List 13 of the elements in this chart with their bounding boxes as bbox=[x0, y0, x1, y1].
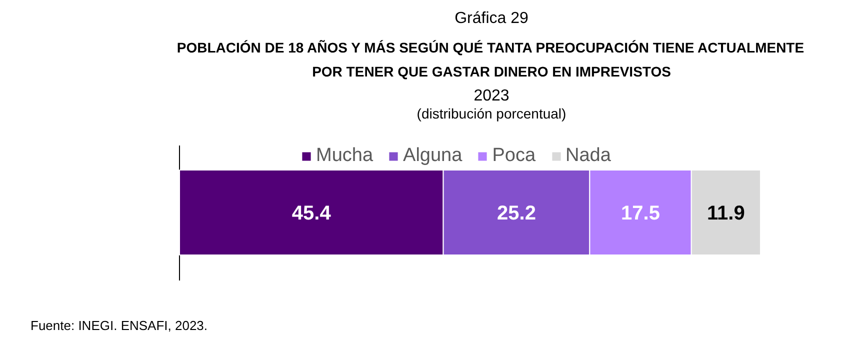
legend-label: Alguna bbox=[403, 145, 462, 167]
chart-title: Gráfica 29 bbox=[454, 10, 529, 27]
data-label: 45.4 bbox=[292, 202, 332, 224]
chart-subtitle: POBLACIÓN DE 18 AÑOS Y MÁS SEGÚN QUÉ TANTA PREOCUPACIÓN TIENE ACTUALMENTE POR TENER QUE GASTAR DINERO EN IMPREVISTOS bbox=[176, 40, 804, 80]
data-label: 25.2 bbox=[497, 202, 536, 224]
source-note: Fuente: INEGI. ENSAFI, 2023. bbox=[30, 318, 208, 333]
text: 2023 bbox=[474, 88, 510, 104]
legend-label: Mucha bbox=[316, 145, 374, 167]
legend-label: Nada bbox=[566, 145, 611, 167]
data-label: 11.9 bbox=[707, 202, 745, 224]
data-label: 17.5 bbox=[621, 202, 660, 224]
legend-label: Poca bbox=[492, 145, 536, 167]
text: (distribución porcentual) bbox=[416, 106, 566, 122]
